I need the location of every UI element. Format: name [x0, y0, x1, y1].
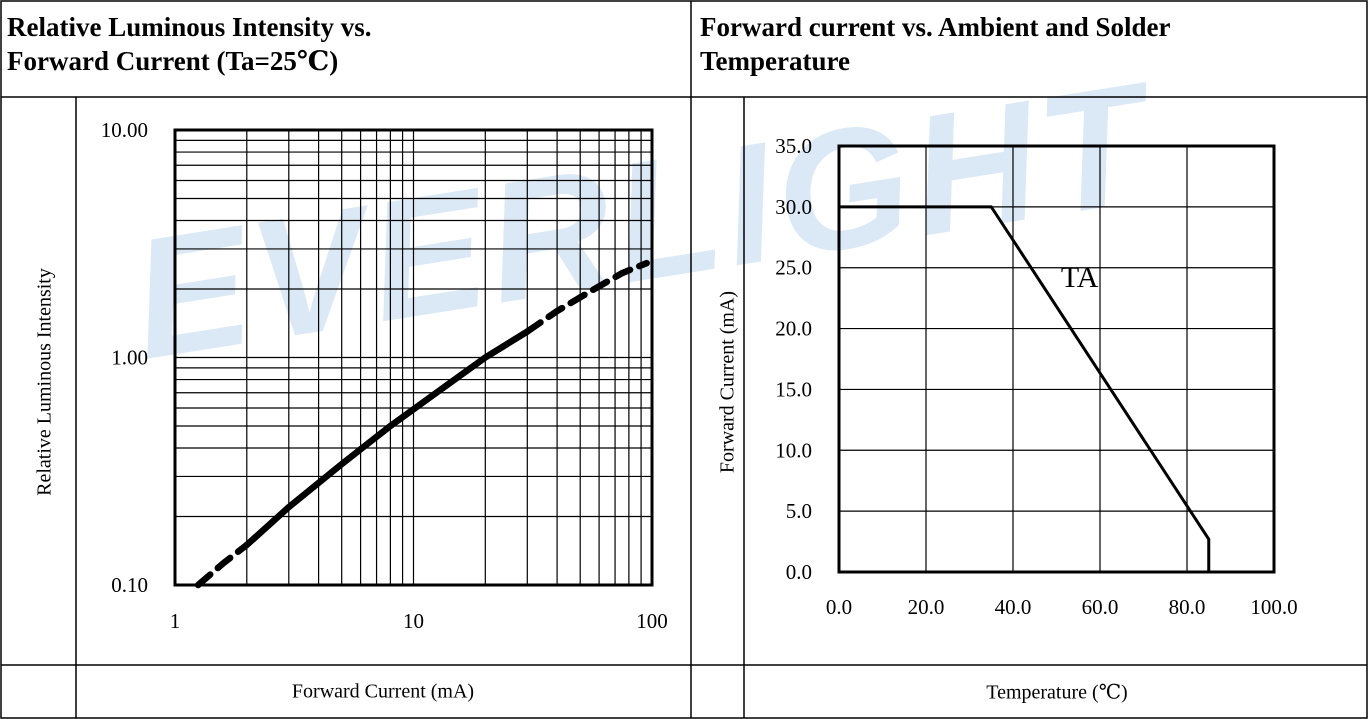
y-tick-label: 25.0: [775, 256, 812, 280]
right-y-axis-label: Forward Current (mA): [716, 290, 739, 474]
y-tick-label: 10.00: [101, 118, 148, 142]
y-tick-label: 30.0: [775, 195, 812, 219]
x-tick-label: 80.0: [1169, 595, 1206, 619]
x-tick-label: 10: [403, 609, 424, 633]
left-title-line1: Relative Luminous Intensity vs.: [7, 12, 372, 42]
x-tick-label: 0.0: [826, 595, 852, 619]
y-tick-label: 20.0: [775, 317, 812, 341]
luminous-intensity-chart: 1 10 100 10.00 1.00 0.10: [101, 118, 668, 633]
dashed-series-line: [194, 541, 251, 589]
y-tick-label: 15.0: [775, 377, 812, 401]
right-x-axis-label: Temperature (℃): [986, 681, 1128, 704]
ta-annotation: TA: [1061, 261, 1099, 294]
y-tick-label: 35.0: [775, 134, 812, 158]
x-tick-label: 100: [636, 609, 668, 633]
y-tick-label: 10.0: [775, 438, 812, 462]
left-panel-title: Relative Luminous Intensity vs. Forward …: [7, 10, 372, 78]
right-panel-title: Forward current vs. Ambient and Solder T…: [700, 10, 1171, 78]
y-tick-label: 5.0: [786, 499, 812, 523]
x-tick-label: 20.0: [908, 595, 945, 619]
ta-derating-line: [839, 205, 1211, 572]
x-tick-label: 100.0: [1250, 595, 1297, 619]
plot-frame: [173, 128, 654, 587]
left-x-axis-label: Forward Current (mA): [291, 680, 475, 703]
forward-current-derating-chart: 0.0 20.0 40.0 60.0 80.0 100.0 35.0 30.0 25.0 20.0…: [775, 134, 1297, 619]
x-tick-label: 1: [170, 609, 181, 633]
x-tick-label: 60.0: [1082, 595, 1119, 619]
right-title-line1: Forward current vs. Ambient and Solder: [700, 12, 1171, 42]
plot-frame: [837, 144, 1276, 574]
x-tick-label: 40.0: [995, 595, 1032, 619]
y-tick-label: 1.00: [111, 346, 148, 370]
dashed-series-line: [524, 259, 650, 335]
y-tick-label: 0.10: [111, 573, 148, 597]
y-tick-label: 0.0: [786, 560, 812, 584]
left-y-axis-label: Relative Luminous Intensity: [33, 268, 56, 496]
solid-series-line: [243, 328, 531, 549]
right-title-line2: Temperature: [700, 46, 850, 76]
left-title-line2: Forward Current (Ta=25℃): [7, 46, 339, 76]
